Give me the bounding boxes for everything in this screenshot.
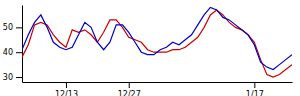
- tick-label: 40: [3, 48, 13, 57]
- tick-label: 1/17: [246, 90, 264, 96]
- tick: 40: [3, 48, 22, 57]
- tick-label: 12/13: [55, 90, 78, 96]
- lines: [22, 7, 292, 77]
- tick-label: 30: [3, 73, 13, 82]
- tick-mark: [16, 52, 22, 53]
- tick: 30: [3, 73, 22, 82]
- tick-mark: [129, 82, 130, 88]
- tick-mark: [66, 82, 67, 88]
- x-axis: 12/13 12/27 1/17: [23, 82, 293, 96]
- chart: 12/13 12/27 1/17 30 40 50: [0, 0, 300, 96]
- plot: 12/13 12/27 1/17 30 40 50: [3, 6, 293, 96]
- tick: 12/13: [55, 82, 78, 96]
- axis-line: [23, 82, 293, 83]
- tick-mark: [16, 27, 22, 28]
- tick-label: 50: [3, 23, 13, 32]
- line: [22, 7, 292, 69]
- line: [22, 10, 292, 77]
- tick: 50: [3, 23, 22, 32]
- tick-label: 12/27: [118, 90, 141, 96]
- tick-mark: [254, 82, 255, 88]
- axis-line: [22, 6, 23, 83]
- tick-mark: [16, 77, 22, 78]
- y-axis: 30 40 50: [3, 6, 23, 83]
- tick: 12/27: [118, 82, 141, 96]
- tick: 1/17: [246, 82, 264, 96]
